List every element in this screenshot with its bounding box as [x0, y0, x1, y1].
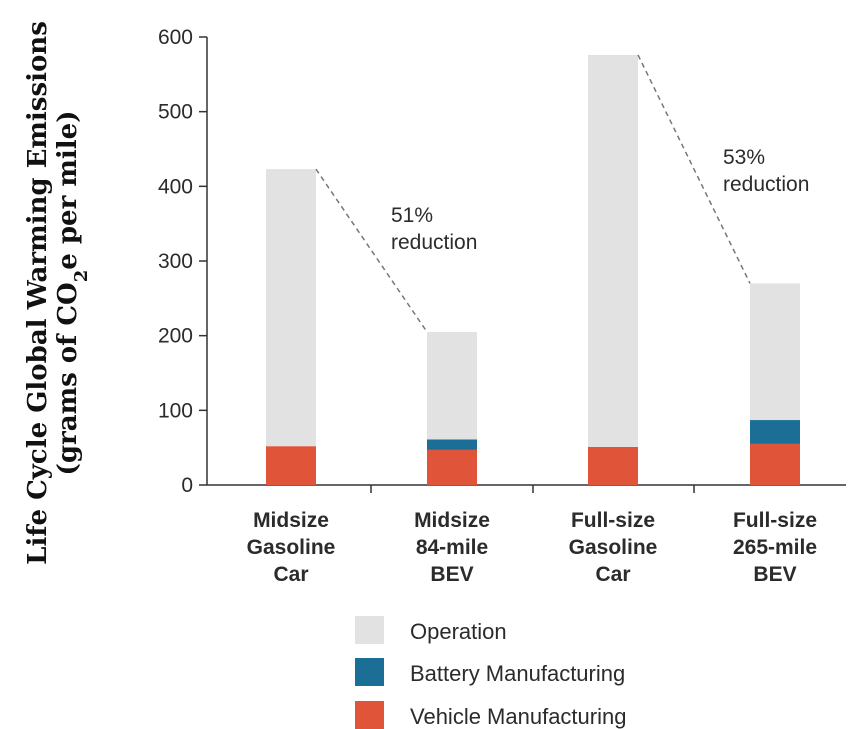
bar-segment: [750, 283, 800, 421]
bar-segment: [750, 420, 800, 444]
y-tick-label: 300: [158, 250, 193, 273]
x-category-label: 84-mile: [416, 536, 488, 559]
bar-segment: [750, 443, 800, 485]
legend-label: Battery Manufacturing: [410, 661, 625, 686]
legend: Operation Battery Manufacturing Vehicle Ma…: [355, 616, 626, 729]
reduction-connector: [637, 54, 751, 284]
reduction-connector: [315, 168, 428, 333]
y-axis-label-line2: (grams of CO2e per mile): [53, 111, 92, 476]
reduction-annotation: 51%: [391, 204, 433, 227]
y-axis-label-line2-pre: (grams of CO: [53, 282, 83, 475]
x-category-label: Gasoline: [569, 536, 658, 559]
y-tick-label: 400: [158, 175, 193, 198]
x-category-label: Car: [595, 563, 630, 586]
bar-segment: [427, 331, 477, 440]
x-category-label: Full-size: [733, 509, 817, 532]
y-tick-label: 200: [158, 325, 193, 348]
bar-segment: [427, 449, 477, 485]
y-axis-label-line1: Life Cycle Global Warming Emissions: [23, 21, 53, 565]
x-category-label: Midsize: [414, 509, 490, 532]
reduction-annotation: 53%: [723, 146, 765, 169]
bar-segment: [588, 446, 638, 485]
y-axis-label-line2-sub: 2: [71, 270, 92, 283]
x-category-label: BEV: [753, 563, 796, 586]
x-category-label: Gasoline: [247, 536, 336, 559]
y-tick-label: 600: [158, 26, 193, 49]
y-tick-label: 500: [158, 101, 193, 124]
x-category-label: 265-mile: [733, 536, 817, 559]
x-category-label: Full-size: [571, 509, 655, 532]
y-axis-label-line2-post: e per mile): [53, 111, 83, 270]
legend-swatch: [355, 616, 384, 644]
y-tick-label: 100: [158, 399, 193, 422]
legend-swatch: [355, 658, 384, 686]
x-category-label: Car: [273, 563, 308, 586]
bar-segment: [266, 446, 316, 485]
legend-label: Operation: [410, 619, 507, 644]
bar-segment: [266, 169, 316, 447]
y-tick-label: 0: [181, 474, 193, 497]
y-axis-label: Life Cycle Global Warming Emissions (gra…: [23, 21, 92, 565]
x-category-label: Midsize: [253, 509, 329, 532]
bar-segment: [588, 54, 638, 447]
reduction-annotation: reduction: [723, 173, 809, 196]
plot-area: 0 100 200 300 400 500 600 Midsize Gasoline Car Mid…: [158, 26, 846, 586]
legend-label: Vehicle Manufacturing: [410, 704, 626, 729]
bar-segment: [427, 439, 477, 450]
reduction-annotation: reduction: [391, 231, 477, 254]
x-category-label: BEV: [430, 563, 473, 586]
legend-swatch: [355, 701, 384, 729]
